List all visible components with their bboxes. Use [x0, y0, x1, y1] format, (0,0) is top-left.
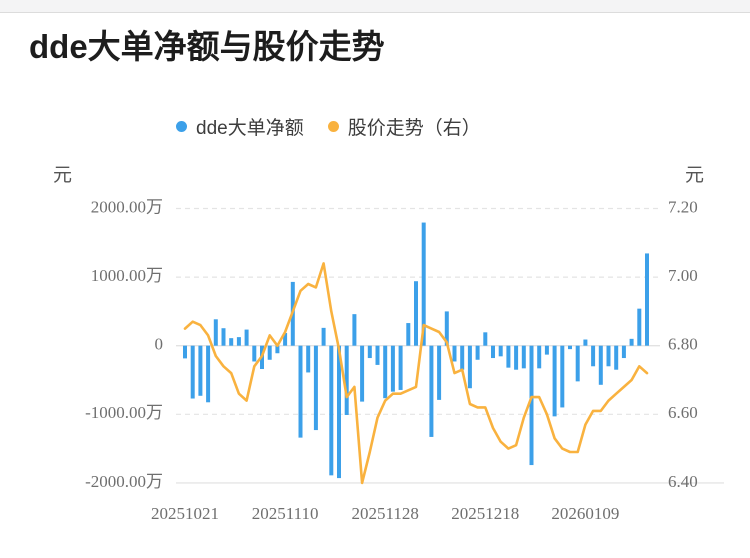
page-title: dde大单净额与股价走势 [29, 28, 385, 65]
dde-bar[interactable] [313, 345, 318, 431]
left-axis-tick: 2000.00万 [91, 197, 163, 216]
dde-bar[interactable] [390, 345, 395, 392]
dde-bar[interactable] [437, 345, 442, 400]
dde-bar[interactable] [421, 222, 426, 346]
dde-bar[interactable] [491, 345, 495, 359]
dde-bar[interactable] [414, 281, 418, 346]
dde-bar[interactable] [252, 345, 257, 362]
dde-bar[interactable] [537, 345, 542, 369]
dde-bar[interactable] [621, 345, 626, 359]
x-axis-tick: 20251110 [252, 504, 319, 523]
legend-item-price-trend[interactable]: 股价走势（右） [327, 113, 481, 140]
dde-bar[interactable] [514, 345, 519, 370]
dde-bar[interactable] [229, 338, 234, 346]
legend-item-dde-net[interactable]: dde大单净额 [176, 113, 304, 140]
dde-bar[interactable] [298, 345, 303, 438]
dde-bar[interactable] [560, 345, 565, 408]
dde-bar[interactable] [306, 345, 311, 373]
x-axis-tick: 20251218 [451, 504, 519, 523]
dde-bar[interactable] [183, 345, 187, 359]
left-axis-tick: 0 [155, 335, 164, 354]
dde-bar[interactable] [337, 345, 341, 479]
dde-bar[interactable] [460, 345, 465, 370]
dde-bar[interactable] [591, 345, 596, 367]
dde-bar[interactable] [236, 337, 241, 346]
legend-dot-line-series [327, 121, 339, 132]
x-axis-tick: 20251021 [151, 504, 219, 523]
dde-bar[interactable] [398, 345, 403, 390]
dde-bar[interactable] [352, 314, 357, 346]
dde-bar[interactable] [498, 345, 503, 357]
right-axis-unit: 元 [685, 165, 704, 186]
dde-bar[interactable] [506, 345, 511, 368]
dde-bar[interactable] [198, 345, 203, 396]
price-line[interactable] [183, 262, 649, 485]
dde-bar[interactable] [629, 338, 634, 346]
dde-bar[interactable] [375, 345, 380, 365]
dde-bar[interactable] [275, 345, 280, 354]
right-axis-tick: 6.80 [668, 335, 698, 354]
dde-bar[interactable] [383, 345, 388, 399]
dde-bar[interactable] [483, 332, 488, 346]
left-axis-tick: 1000.00万 [91, 266, 163, 285]
dde-bar[interactable] [360, 345, 365, 402]
dde-bar[interactable] [529, 345, 534, 466]
dde-bar[interactable] [598, 345, 603, 385]
dde-bar[interactable] [367, 345, 372, 359]
dde-bar[interactable] [267, 345, 272, 360]
dde-bar[interactable] [452, 345, 457, 362]
x-axis-tick: 20260109 [551, 504, 619, 523]
dde-bar[interactable] [552, 345, 557, 417]
legend-label-line-series: 股价走势（右） [347, 118, 481, 139]
right-axis-tick: 7.20 [668, 197, 698, 216]
dde-bar[interactable] [344, 345, 349, 415]
dde-bar[interactable] [429, 345, 434, 437]
dde-bar[interactable] [221, 328, 226, 346]
dde-bar[interactable] [583, 339, 588, 346]
dde-bar[interactable] [321, 327, 326, 346]
x-axis-tick: 20251128 [352, 504, 419, 523]
dde-bar[interactable] [637, 308, 642, 346]
dde-bar[interactable] [467, 345, 472, 389]
right-axis-tick: 6.60 [668, 403, 698, 422]
legend-dot-bar-series [176, 121, 187, 132]
left-axis-tick: -1000.00万 [85, 403, 163, 422]
chart-legend: dde大单净额 股价走势（右） [176, 113, 481, 140]
dde-bar[interactable] [213, 319, 218, 346]
dde-bar[interactable] [406, 323, 411, 346]
dde-bar[interactable] [283, 333, 288, 346]
right-axis-tick: 7.00 [668, 266, 698, 285]
dde-bar[interactable] [544, 345, 549, 355]
right-axis-tick: 6.40 [668, 472, 698, 491]
dde-bar[interactable] [645, 253, 649, 346]
dde-bar[interactable] [575, 345, 580, 382]
dde-bar[interactable] [568, 345, 572, 350]
left-axis-tick: -2000.00万 [85, 472, 163, 491]
left-axis-unit: 元 [53, 165, 72, 186]
dde-bar[interactable] [190, 345, 195, 399]
dde-bar[interactable] [475, 345, 480, 360]
dde-bar[interactable] [329, 345, 334, 476]
dde-bar[interactable] [606, 345, 611, 367]
dde-bar[interactable] [244, 329, 249, 346]
legend-label-bar-series: dde大单净额 [196, 118, 304, 139]
dde-bar[interactable] [521, 345, 526, 369]
dde-bar[interactable] [206, 345, 211, 403]
dde-bar[interactable] [444, 311, 449, 346]
dde-bar[interactable] [614, 345, 619, 370]
top-divider [0, 0, 750, 13]
